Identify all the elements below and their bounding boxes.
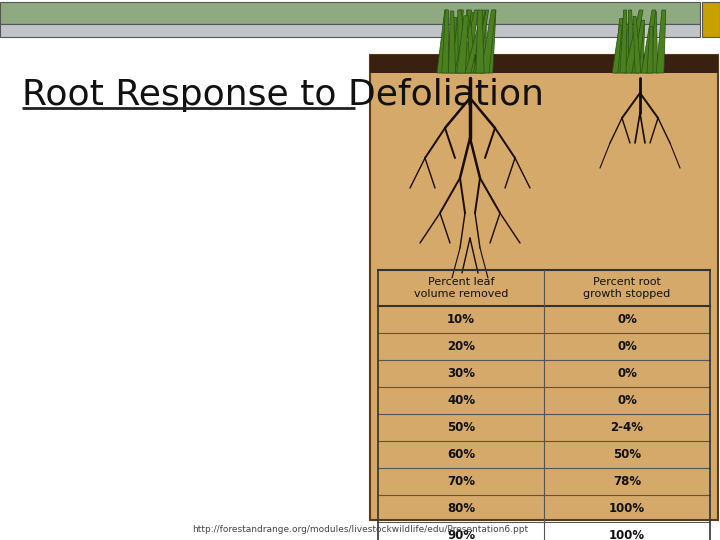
Polygon shape	[636, 24, 644, 73]
Polygon shape	[476, 10, 484, 73]
Polygon shape	[465, 10, 485, 73]
Polygon shape	[458, 10, 466, 73]
Polygon shape	[633, 16, 641, 73]
Text: 20%: 20%	[447, 340, 475, 353]
Polygon shape	[474, 16, 485, 73]
Polygon shape	[467, 10, 476, 73]
Bar	[0, 2, 700, 24]
Polygon shape	[487, 10, 496, 73]
Text: 60%: 60%	[447, 448, 475, 461]
Text: Percent root
growth stopped: Percent root growth stopped	[583, 277, 670, 299]
Text: 100%: 100%	[609, 502, 645, 515]
Polygon shape	[652, 11, 658, 73]
Text: 2-4%: 2-4%	[611, 421, 644, 434]
Bar	[370, 55, 718, 73]
Polygon shape	[456, 16, 468, 73]
Text: 10%: 10%	[447, 313, 475, 326]
Text: 80%: 80%	[447, 502, 475, 515]
Text: 0%: 0%	[617, 340, 637, 353]
Text: Percent leaf
volume removed: Percent leaf volume removed	[414, 277, 508, 299]
Polygon shape	[481, 10, 495, 73]
Polygon shape	[647, 26, 653, 73]
Text: 40%: 40%	[447, 394, 475, 407]
Polygon shape	[461, 10, 478, 73]
Text: 0%: 0%	[617, 313, 637, 326]
Polygon shape	[454, 10, 472, 73]
Polygon shape	[644, 27, 654, 73]
Polygon shape	[474, 10, 489, 73]
Polygon shape	[622, 19, 631, 73]
Polygon shape	[612, 25, 622, 73]
Text: 78%: 78%	[613, 475, 641, 488]
Polygon shape	[437, 10, 448, 73]
Polygon shape	[449, 11, 456, 73]
Text: http://forestandrange.org/modules/livestockwildlife/edu/Presentation6.ppt: http://forestandrange.org/modules/livest…	[192, 525, 528, 535]
Polygon shape	[629, 10, 635, 73]
Polygon shape	[615, 19, 623, 73]
Text: 50%: 50%	[447, 421, 475, 434]
Polygon shape	[480, 12, 486, 73]
Text: 0%: 0%	[617, 367, 637, 380]
Text: 50%: 50%	[613, 448, 641, 461]
Polygon shape	[642, 10, 656, 73]
Bar	[370, 55, 718, 520]
Text: 70%: 70%	[447, 475, 475, 488]
Bar	[0, 24, 700, 37]
Polygon shape	[620, 10, 626, 73]
Text: 30%: 30%	[447, 367, 475, 380]
Polygon shape	[467, 12, 473, 73]
Polygon shape	[624, 10, 643, 73]
Polygon shape	[442, 10, 449, 73]
Bar	[702, 2, 720, 37]
Text: 100%: 100%	[609, 529, 645, 540]
Polygon shape	[444, 17, 457, 73]
Text: 90%: 90%	[447, 529, 475, 540]
Polygon shape	[451, 10, 464, 73]
Polygon shape	[631, 20, 644, 73]
Polygon shape	[656, 10, 666, 73]
Text: 0%: 0%	[617, 394, 637, 407]
Text: Root Response to Defoliation: Root Response to Defoliation	[22, 78, 544, 112]
